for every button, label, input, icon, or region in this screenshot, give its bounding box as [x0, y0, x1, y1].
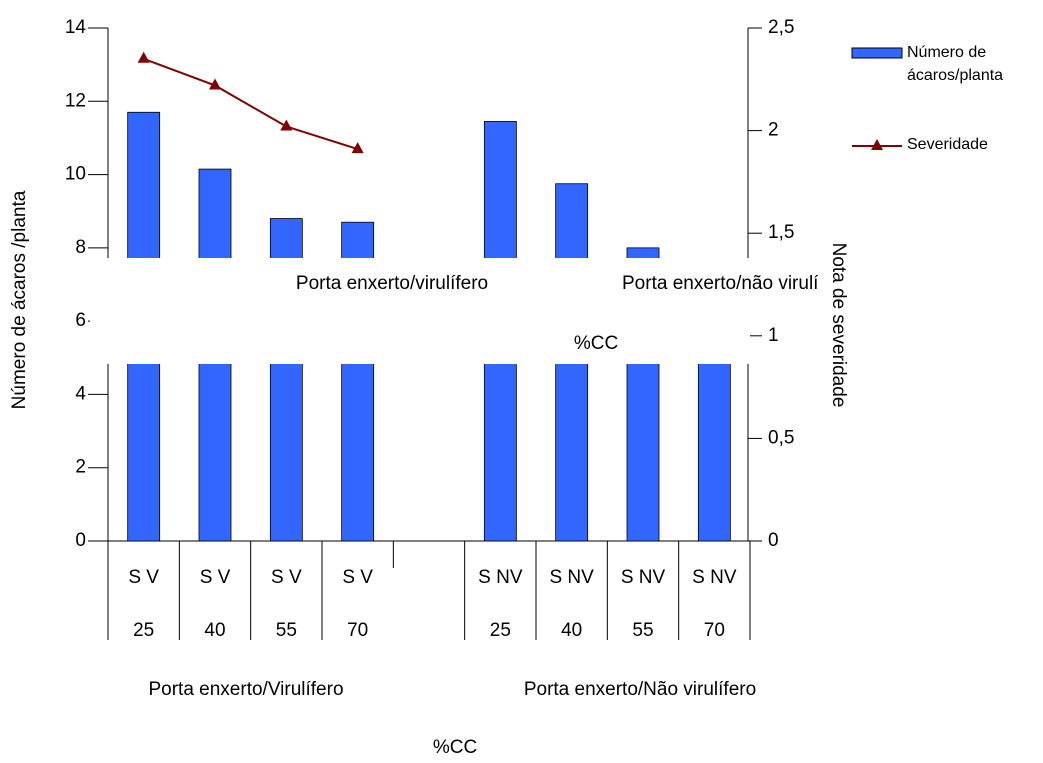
y2-axis-title: Nota de severidade — [828, 243, 849, 408]
y-tick-label: 6 — [75, 310, 86, 331]
x-subtick-label: 70 — [347, 620, 368, 641]
x-subtick-label: 25 — [133, 620, 154, 641]
y2-tick-label: 0,5 — [768, 427, 794, 448]
legend-swatch — [851, 47, 903, 59]
y-tick-label: 14 — [65, 17, 87, 38]
x-tick-label: S V — [271, 567, 302, 588]
x-tick-label: S NV — [692, 567, 737, 588]
x-tick-label: S NV — [549, 567, 594, 588]
y2-tick-label: 1,5 — [768, 222, 794, 243]
y-tick-label: 12 — [65, 90, 86, 111]
x-subtick-label: 55 — [276, 620, 297, 641]
group-label: Porta enxerto/Não virulífero — [524, 679, 756, 700]
overlay-text: %CC — [574, 333, 618, 354]
x-axis-title: %CC — [433, 737, 477, 758]
y2-tick-label: 2 — [768, 120, 779, 141]
y2-tick-label: 1 — [768, 325, 779, 346]
overlay-mask — [818, 262, 858, 302]
x-subtick-label: 25 — [490, 620, 511, 641]
legend-label: Número de ácaros/planta — [907, 44, 1003, 84]
x-tick-label: S NV — [478, 567, 523, 588]
y-tick-label: 4 — [75, 383, 86, 404]
x-tick-label: S V — [128, 567, 159, 588]
y-tick-label: 0 — [75, 530, 86, 551]
x-tick-label: S V — [342, 567, 373, 588]
x-subtick-label: 40 — [561, 620, 582, 641]
legend-marker — [871, 139, 883, 150]
legend-label: Severidade — [907, 136, 988, 153]
y-tick-label: 2 — [75, 457, 86, 478]
y-tick-label: 8 — [75, 237, 86, 258]
line — [143, 57, 358, 151]
marker — [209, 78, 221, 90]
marker — [280, 119, 293, 131]
y2-tick-label: 2,5 — [768, 17, 794, 38]
marker — [351, 142, 364, 154]
y-tick-label: 10 — [65, 164, 86, 185]
x-subtick-label: 40 — [204, 620, 225, 641]
x-subtick-label: 55 — [632, 620, 653, 641]
overlay-text: Porta enxerto/não virulífero — [622, 273, 851, 294]
x-subtick-label: 70 — [704, 620, 725, 641]
marker — [137, 51, 150, 63]
overlay-text: Porta enxerto/virulífero — [296, 273, 488, 294]
group-label: Porta enxerto/Virulífero — [148, 679, 343, 700]
x-tick-label: S NV — [621, 567, 666, 588]
x-tick-label: S V — [200, 567, 231, 588]
y2-tick-label: 0 — [768, 530, 779, 551]
y-axis-title: Número de ácaros /planta — [9, 190, 30, 409]
overlay — [90, 258, 750, 364]
